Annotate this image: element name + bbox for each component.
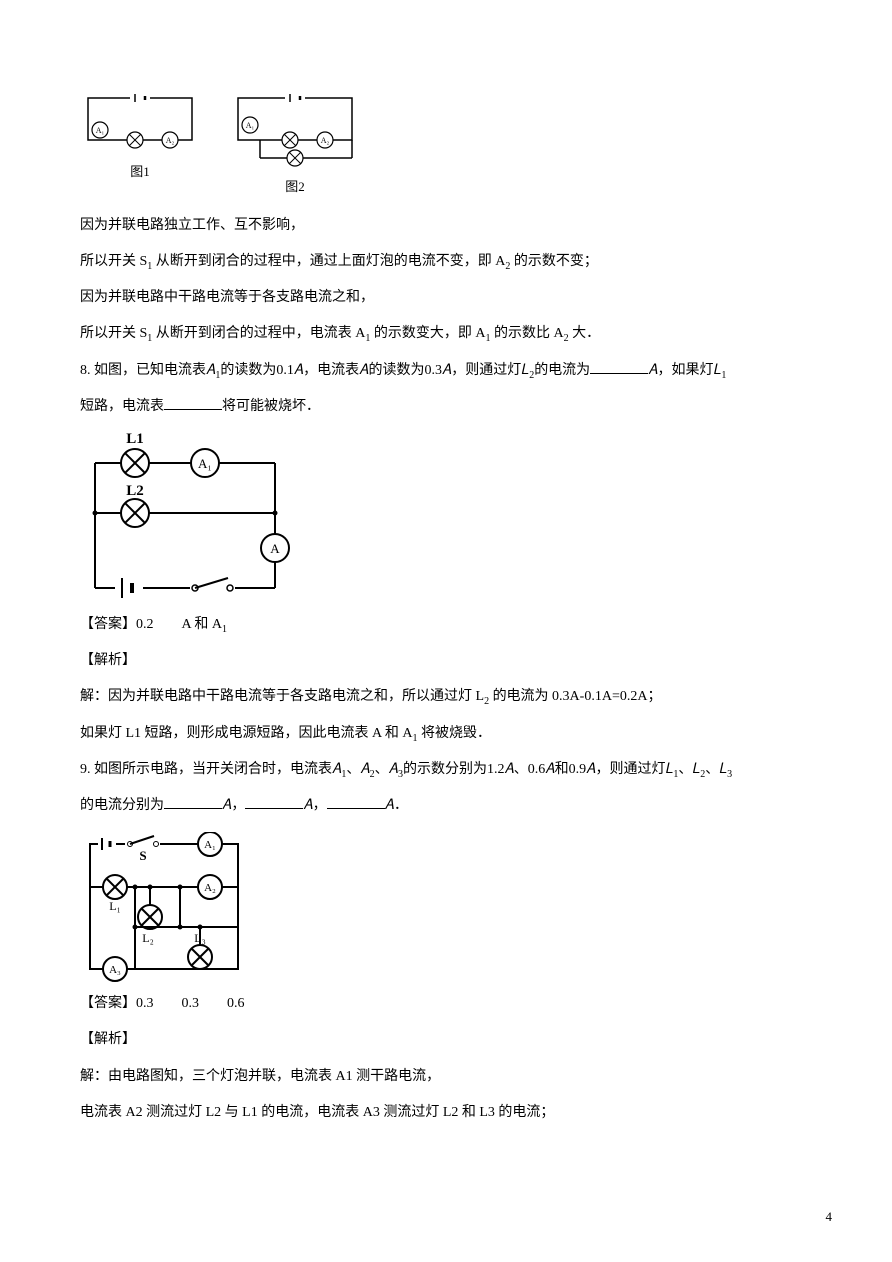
text: 、𝐿 <box>678 762 700 777</box>
text: 8. 如图，已知电流表𝐴 <box>80 363 215 378</box>
answer-8: 【答案】0.2 A 和 A1 <box>80 609 812 641</box>
question-9-line2: 的电流分别为𝐴，𝐴，𝐴． <box>80 790 812 822</box>
text: 大． <box>569 326 601 341</box>
blank <box>327 794 385 809</box>
blank <box>164 395 222 410</box>
svg-text:L₁: L₁ <box>109 899 121 913</box>
answer-value: 0.6 <box>227 996 245 1011</box>
answer-label: 【答案】 <box>80 617 136 632</box>
text: 𝐴，如果灯𝐿 <box>648 363 721 378</box>
text: 、𝐴 <box>375 762 398 777</box>
text: 所以开关 S <box>80 326 147 341</box>
figure-1-caption: 图1 <box>80 157 200 187</box>
answer-label: 【答案】 <box>80 996 136 1011</box>
figure-2: A₁ A₂ 图2 <box>230 90 360 202</box>
text: 如果灯 L1 短路，则形成电源短路，因此电流表 A 和 A <box>80 726 413 741</box>
explanation-label: 【解析】 <box>80 645 812 677</box>
svg-text:A: A <box>270 541 280 556</box>
blank <box>164 794 222 809</box>
svg-text:A₂: A₂ <box>166 136 175 145</box>
blank <box>590 359 648 374</box>
text: 将被烧毁． <box>418 726 492 741</box>
explanation-9-p2: 电流表 A2 测流过灯 L2 与 L1 的电流，电流表 A3 测流过灯 L2 和… <box>80 1097 812 1129</box>
answer-value: A 和 A <box>182 617 222 632</box>
text: 的示数变大，即 A <box>370 326 485 341</box>
svg-text:A₂: A₂ <box>321 136 330 145</box>
question-8: 8. 如图，已知电流表𝐴 1 的读数为0.1𝐴，电流表𝐴的读数为0.3𝐴，则通过灯𝐿… <box>80 355 812 387</box>
text: 从断开到闭合的过程中，通过上面灯泡的电流不变，即 A <box>152 254 505 269</box>
figures-1-2: A₁ A₂ 图1 A₁ A₂ <box>80 90 812 202</box>
text: 解：因为并联电路中干路电流等于各支路电流之和，所以通过灯 L <box>80 689 484 704</box>
explanation-label-2: 【解析】 <box>80 1024 812 1056</box>
subscript: 3 <box>727 769 732 780</box>
answer-value: 0.3 <box>182 996 200 1011</box>
circuit-diagram-1: A₁ A₂ <box>80 90 200 155</box>
svg-text:A₁: A₁ <box>204 839 216 851</box>
text: 、𝐴 <box>346 762 369 777</box>
svg-text:L2: L2 <box>126 483 144 499</box>
svg-text:A₁: A₁ <box>96 126 105 135</box>
text: 𝐴 <box>303 798 312 813</box>
text: 9. 如图所示电路，当开关闭合时，电流表𝐴 <box>80 762 341 777</box>
answer-value: 0.2 <box>136 617 154 632</box>
svg-text:A₁: A₁ <box>246 121 255 130</box>
explanation-8-p2: 如果灯 L1 短路，则形成电源短路，因此电流表 A 和 A1 将被烧毁． <box>80 718 812 750</box>
subscript: 1 <box>222 624 227 635</box>
text: 从断开到闭合的过程中，电流表 A <box>152 326 365 341</box>
figure-2-caption: 图2 <box>230 172 360 202</box>
text: 𝐴 <box>385 798 394 813</box>
text: 的电流为 <box>534 363 590 378</box>
text: ， <box>313 798 327 813</box>
paragraph-2: 所以开关 S1 从断开到闭合的过程中，通过上面灯泡的电流不变，即 A2 的示数不… <box>80 246 812 278</box>
text: 所以开关 S <box>80 254 147 269</box>
text: ． <box>394 798 408 813</box>
text: 将可能被烧坏． <box>222 399 320 414</box>
paragraph-3: 因为并联电路中干路电流等于各支路电流之和， <box>80 282 812 314</box>
blank <box>245 794 303 809</box>
svg-text:A₁: A₁ <box>198 456 212 471</box>
svg-text:L₂: L₂ <box>142 931 154 945</box>
svg-text:A₂: A₂ <box>204 882 216 894</box>
svg-text:A₃: A₃ <box>109 964 121 976</box>
paragraph-4: 所以开关 S1 从断开到闭合的过程中，电流表 A1 的示数变大，即 A1 的示数… <box>80 318 812 350</box>
question-8-line2: 短路，电流表 将可能被烧坏． <box>80 391 812 423</box>
figure-1: A₁ A₂ 图1 <box>80 90 200 187</box>
explanation-8-p1: 解：因为并联电路中干路电流等于各支路电流之和，所以通过灯 L2 的电流为 0.3… <box>80 681 812 713</box>
text: 𝐴 <box>222 798 231 813</box>
figure-q9: S A₁ L₁ A₂ L₂ L₃ A₃ <box>80 832 812 982</box>
svg-text:S: S <box>139 848 146 863</box>
text: 的电流分别为 <box>80 798 164 813</box>
text: 的示数不变； <box>510 254 598 269</box>
text: 短路，电流表 <box>80 399 164 414</box>
answer-9: 【答案】0.3 0.3 0.6 <box>80 988 812 1020</box>
figure-q8: L1 A₁ L2 A <box>80 433 812 603</box>
text: 的示数比 A <box>491 326 564 341</box>
explanation-9-p1: 解：由电路图知，三个灯泡并联，电流表 A1 测干路电流， <box>80 1061 812 1093</box>
text: 的读数为0.1𝐴，电流表𝐴的读数为0.3𝐴，则通过灯𝐿 <box>220 363 529 378</box>
paragraph-1: 因为并联电路独立工作、互不影响， <box>80 210 812 242</box>
question-9: 9. 如图所示电路，当开关闭合时，电流表𝐴1、𝐴2、𝐴3的示数分别为1.2𝐴、0… <box>80 754 812 786</box>
answer-value: 0.3 <box>136 996 154 1011</box>
text: 的电流为 0.3A-0.1A=0.2A； <box>489 689 661 704</box>
text: 的示数分别为1.2𝐴、0.6𝐴和0.9𝐴，则通过灯𝐿 <box>403 762 673 777</box>
svg-text:L1: L1 <box>126 433 144 447</box>
circuit-diagram-q8: L1 A₁ L2 A <box>80 433 290 603</box>
circuit-diagram-2: A₁ A₂ <box>230 90 360 170</box>
subscript: 1 <box>721 369 726 380</box>
circuit-diagram-q9: S A₁ L₁ A₂ L₂ L₃ A₃ <box>80 832 250 982</box>
text: 、𝐿 <box>705 762 727 777</box>
text: ， <box>231 798 245 813</box>
page-number: 4 <box>826 1202 833 1232</box>
